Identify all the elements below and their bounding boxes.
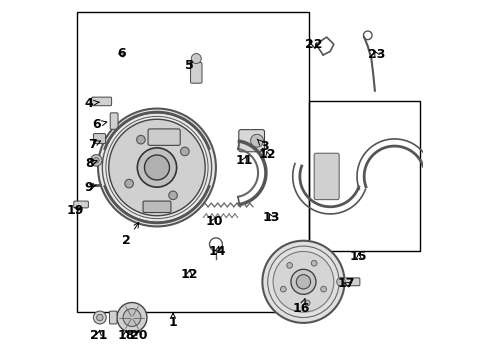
Text: 1: 1 xyxy=(168,313,177,329)
Circle shape xyxy=(123,309,141,327)
FancyBboxPatch shape xyxy=(91,97,111,106)
Circle shape xyxy=(90,155,102,166)
Circle shape xyxy=(320,286,326,292)
Circle shape xyxy=(290,269,315,294)
Text: 11: 11 xyxy=(235,154,253,167)
Text: 6: 6 xyxy=(92,118,106,131)
Circle shape xyxy=(98,109,216,226)
FancyBboxPatch shape xyxy=(74,201,88,208)
FancyBboxPatch shape xyxy=(143,201,171,212)
Text: 10: 10 xyxy=(205,215,223,228)
Text: 14: 14 xyxy=(208,245,226,258)
Text: 12: 12 xyxy=(259,148,276,162)
Circle shape xyxy=(272,251,333,312)
Text: 5: 5 xyxy=(184,59,193,72)
Text: 16: 16 xyxy=(292,299,310,315)
Text: 13: 13 xyxy=(262,211,280,224)
Text: 7: 7 xyxy=(88,138,101,151)
Text: 9: 9 xyxy=(84,181,96,194)
Circle shape xyxy=(296,275,310,289)
Text: 8: 8 xyxy=(84,157,97,170)
Circle shape xyxy=(117,302,147,333)
Circle shape xyxy=(286,262,292,268)
Circle shape xyxy=(108,119,205,216)
Circle shape xyxy=(336,278,345,286)
FancyBboxPatch shape xyxy=(238,130,264,152)
Circle shape xyxy=(97,314,103,321)
Text: 3: 3 xyxy=(257,139,268,153)
Circle shape xyxy=(250,134,263,147)
Text: 19: 19 xyxy=(66,204,83,217)
Text: 20: 20 xyxy=(130,329,147,342)
Circle shape xyxy=(304,300,309,306)
FancyBboxPatch shape xyxy=(110,113,118,129)
Circle shape xyxy=(311,260,316,266)
Circle shape xyxy=(168,191,177,200)
Text: 23: 23 xyxy=(367,49,385,62)
Circle shape xyxy=(262,241,344,323)
FancyBboxPatch shape xyxy=(148,129,180,145)
Text: 12: 12 xyxy=(180,268,198,281)
Circle shape xyxy=(124,179,133,188)
Text: 22: 22 xyxy=(305,39,322,51)
Text: 18: 18 xyxy=(117,329,134,342)
Text: 2: 2 xyxy=(122,222,139,247)
Circle shape xyxy=(93,157,99,163)
FancyBboxPatch shape xyxy=(109,311,117,324)
FancyBboxPatch shape xyxy=(339,278,359,286)
FancyBboxPatch shape xyxy=(313,153,339,200)
Circle shape xyxy=(180,147,189,156)
Text: 21: 21 xyxy=(90,329,107,342)
Text: 6: 6 xyxy=(117,47,125,60)
Text: 15: 15 xyxy=(349,250,367,263)
Circle shape xyxy=(280,286,285,292)
Circle shape xyxy=(93,311,106,324)
Text: 4: 4 xyxy=(84,97,99,110)
Bar xyxy=(308,102,419,251)
Circle shape xyxy=(191,54,201,64)
Bar xyxy=(77,12,308,312)
Text: 17: 17 xyxy=(337,277,354,290)
FancyBboxPatch shape xyxy=(93,134,105,144)
Circle shape xyxy=(137,148,176,187)
Circle shape xyxy=(136,135,145,144)
FancyBboxPatch shape xyxy=(190,63,202,83)
Circle shape xyxy=(144,155,169,180)
